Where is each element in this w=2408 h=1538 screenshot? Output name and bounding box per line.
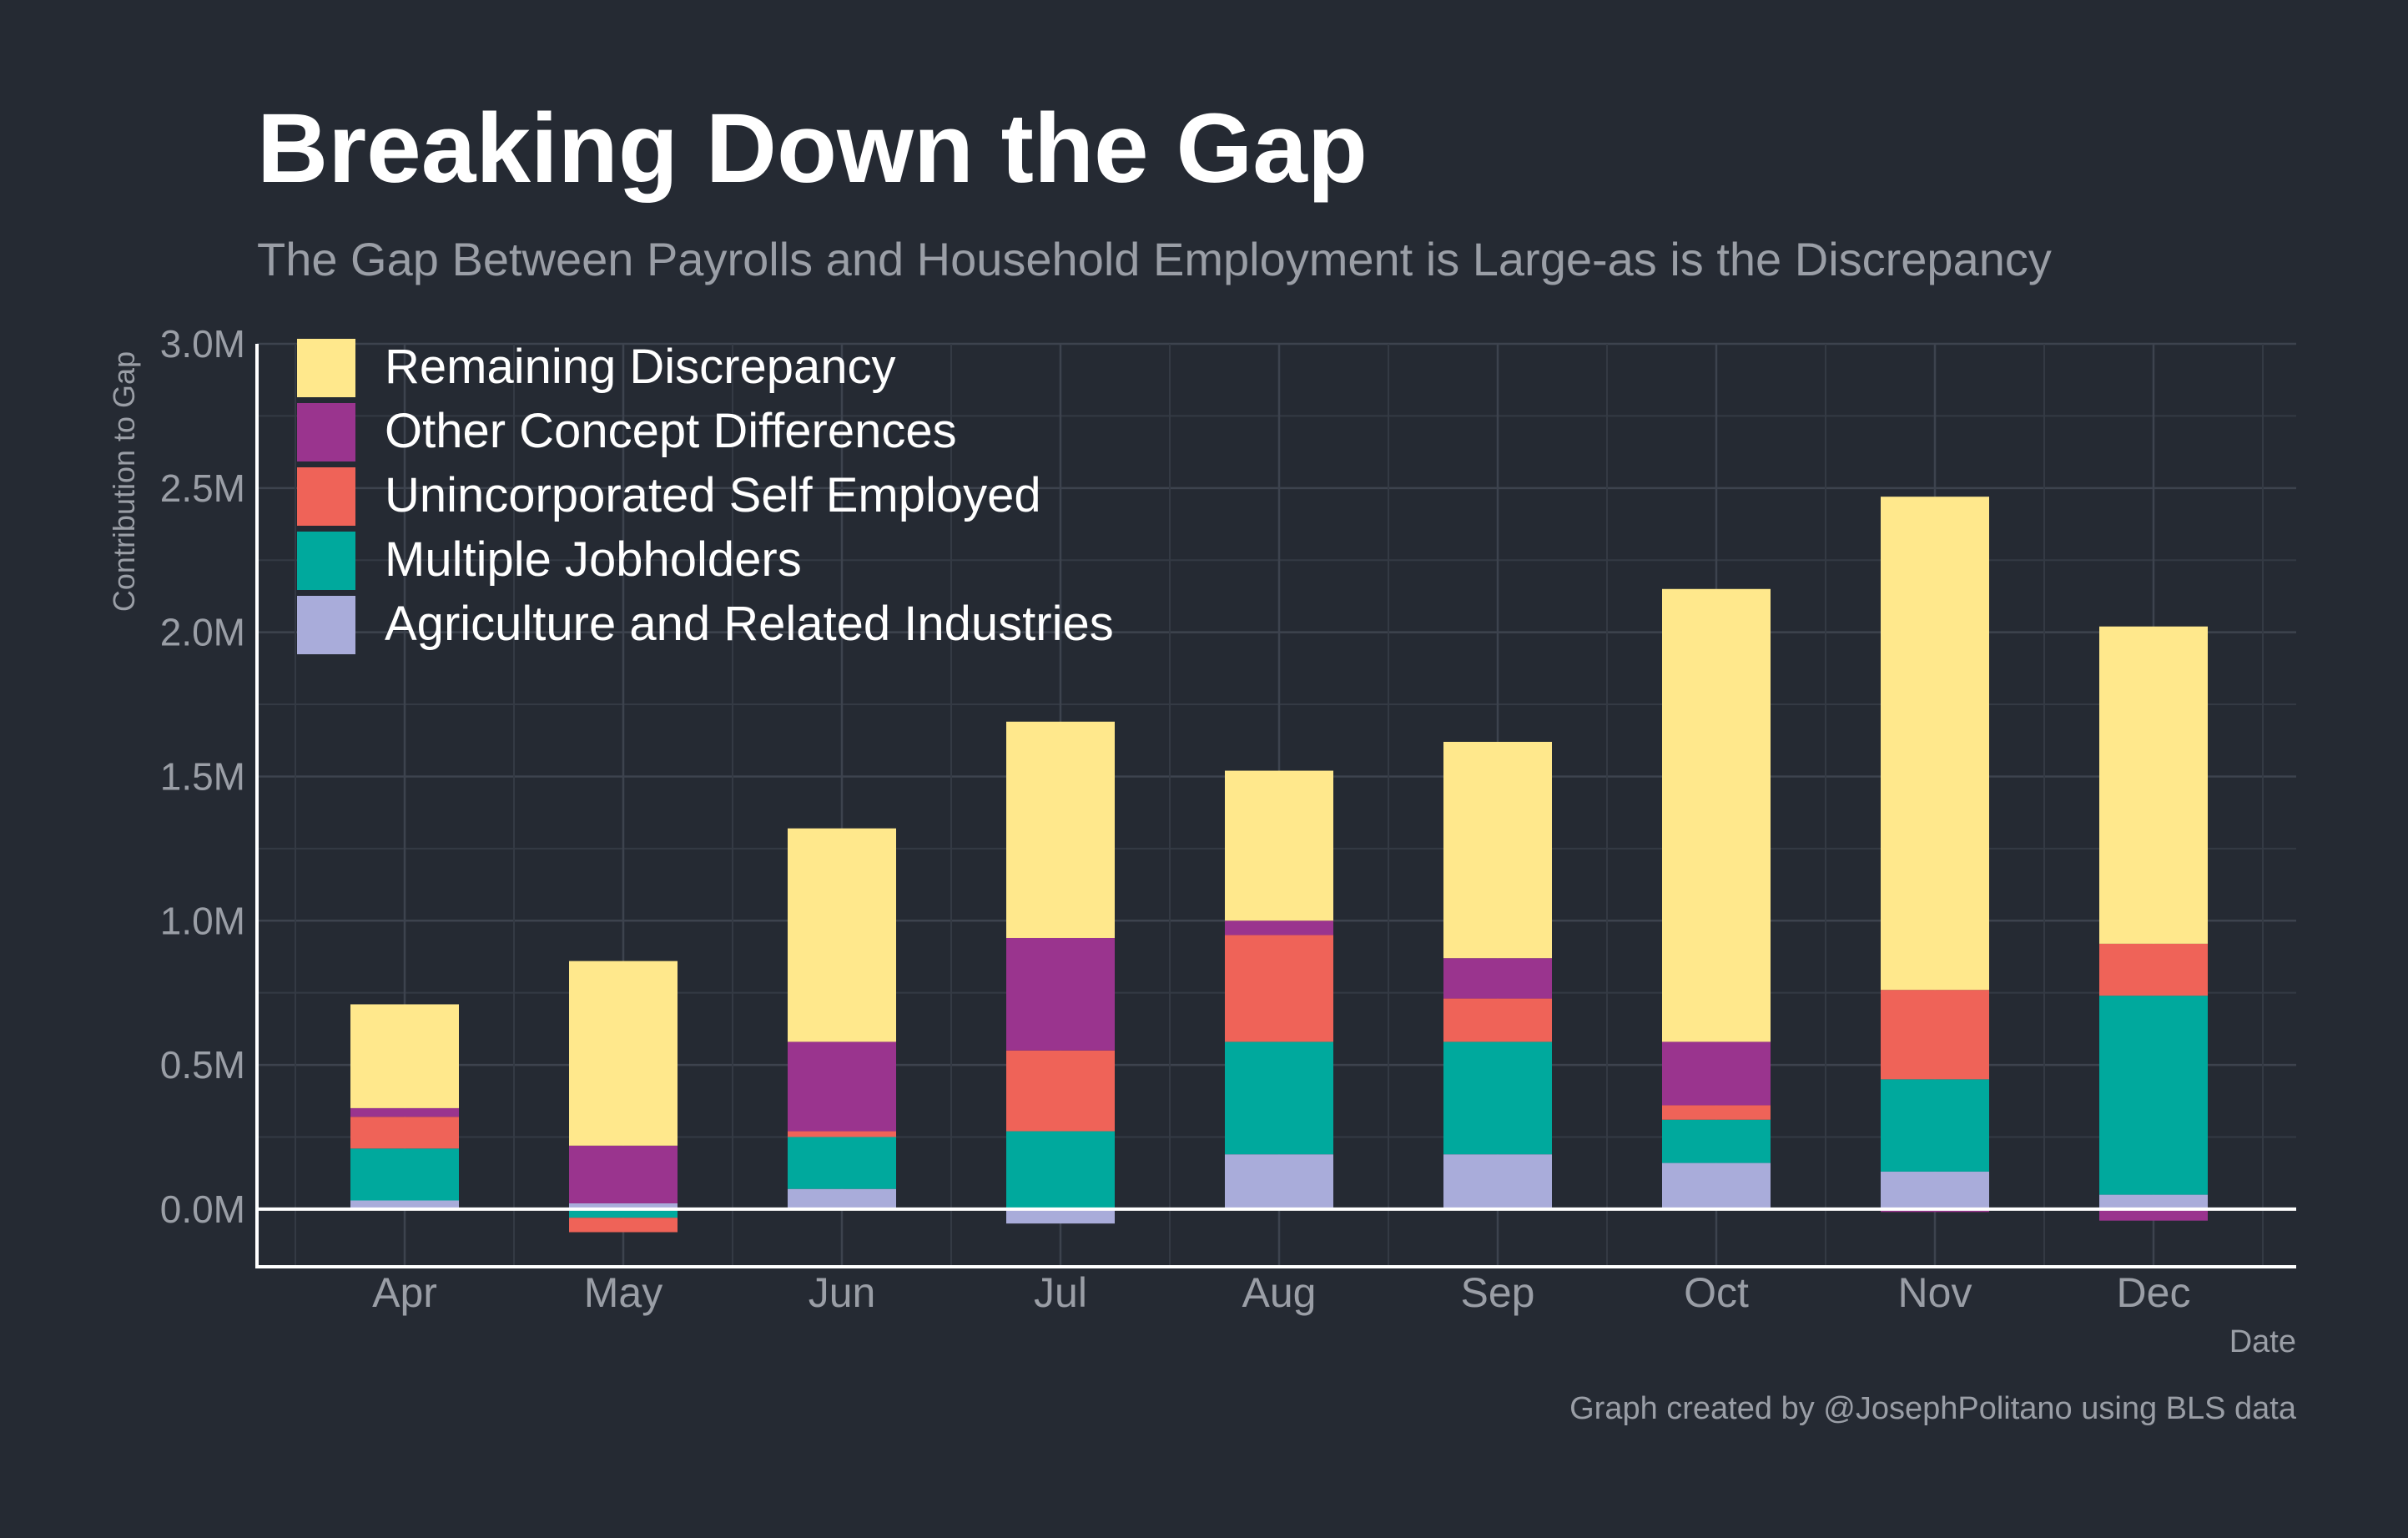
bar-segment-unincorporated-self-employed-dec: [2099, 943, 2208, 996]
chart-subtitle: The Gap Between Payrolls and Household E…: [257, 233, 2052, 285]
bar-segment-multiple-jobholders-apr: [350, 1148, 459, 1201]
bar-segment-multiple-jobholders-may: [569, 1208, 678, 1218]
bar-segment-multiple-jobholders-nov: [1881, 1079, 1989, 1172]
x-tick-label: Jun: [809, 1269, 876, 1316]
x-tick-labels: Apr May Jun Jul Aug Sep Oct Nov Dec: [372, 1269, 2190, 1316]
y-tick-label: 0.5M: [160, 1043, 245, 1087]
x-tick-label: Sep: [1461, 1269, 1535, 1316]
x-tick-label: Jul: [1034, 1269, 1087, 1316]
chart-title: Breaking Down the Gap: [257, 93, 1368, 204]
bar-segment-multiple-jobholders-sep: [1443, 1041, 1552, 1155]
bar-segment-agriculture-and-related-industries-jul: [1006, 1208, 1115, 1224]
bar-segment-agriculture-and-related-industries-apr: [350, 1200, 459, 1209]
x-axis-title: Date: [2229, 1324, 2296, 1359]
bar-segment-remaining-discrepancy-aug: [1225, 770, 1333, 921]
bar-segment-unincorporated-self-employed-aug: [1225, 935, 1333, 1042]
y-tick-label: 0.0M: [160, 1188, 245, 1231]
x-tick-label: May: [584, 1269, 662, 1316]
y-tick-label: 1.0M: [160, 899, 245, 942]
bar-segment-unincorporated-self-employed-jun: [788, 1131, 896, 1137]
bar-segment-remaining-discrepancy-oct: [1662, 588, 1771, 1042]
bar-segment-multiple-jobholders-jun: [788, 1137, 896, 1189]
bars: [350, 497, 2208, 1233]
bar-segment-remaining-discrepancy-jul: [1006, 721, 1115, 938]
y-tick-labels: 0.0M 0.5M 1.0M 1.5M 2.0M 2.5M 3.0M: [160, 322, 245, 1231]
bar-segment-agriculture-and-related-industries-jun: [788, 1188, 896, 1209]
bar-segment-remaining-discrepancy-dec: [2099, 626, 2208, 944]
bar-segment-unincorporated-self-employed-oct: [1662, 1105, 1771, 1120]
bar-segment-remaining-discrepancy-may: [569, 961, 678, 1146]
bar-segment-remaining-discrepancy-apr: [350, 1004, 459, 1108]
bar-segment-other-concept-differences-jun: [788, 1041, 896, 1132]
bar-segment-remaining-discrepancy-jun: [788, 828, 896, 1042]
bar-segment-agriculture-and-related-industries-nov: [1881, 1171, 1989, 1209]
legend-label-agriculture-and-related-industries: Agriculture and Related Industries: [385, 597, 1114, 651]
y-tick-label: 1.5M: [160, 754, 245, 798]
bar-segment-unincorporated-self-employed-sep: [1443, 998, 1552, 1042]
legend-label-remaining-discrepancy: Remaining Discrepancy: [385, 340, 895, 394]
bar-segment-other-concept-differences-sep: [1443, 958, 1552, 999]
bar-segment-multiple-jobholders-oct: [1662, 1119, 1771, 1163]
bar-segment-other-concept-differences-apr: [350, 1107, 459, 1117]
bar-segment-multiple-jobholders-jul: [1006, 1131, 1115, 1209]
y-axis-title: Contribution to Gap: [107, 351, 141, 612]
legend-label-multiple-jobholders: Multiple Jobholders: [385, 532, 802, 587]
bar-segment-unincorporated-self-employed-may: [569, 1218, 678, 1233]
bar-segment-agriculture-and-related-industries-dec: [2099, 1194, 2208, 1209]
legend-swatch-remaining-discrepancy: [297, 339, 355, 397]
bar-segment-other-concept-differences-aug: [1225, 920, 1333, 935]
legend-swatch-multiple-jobholders: [297, 532, 355, 590]
bar-segment-unincorporated-self-employed-jul: [1006, 1050, 1115, 1132]
x-tick-label: Dec: [2117, 1269, 2191, 1316]
y-tick-label: 3.0M: [160, 322, 245, 366]
legend-swatch-agriculture-and-related-industries: [297, 596, 355, 654]
x-tick-label: Apr: [372, 1269, 437, 1316]
bar-segment-multiple-jobholders-dec: [2099, 996, 2208, 1195]
y-tick-label: 2.0M: [160, 611, 245, 654]
bar-segment-agriculture-and-related-industries-aug: [1225, 1154, 1333, 1209]
bar-segment-remaining-discrepancy-sep: [1443, 741, 1552, 959]
bar-segment-agriculture-and-related-industries-sep: [1443, 1154, 1552, 1209]
y-tick-label: 2.5M: [160, 466, 245, 510]
bar-segment-other-concept-differences-oct: [1662, 1041, 1771, 1106]
axes: [255, 344, 2296, 1268]
legend-swatch-other-concept-differences: [297, 403, 355, 461]
x-tick-label: Aug: [1242, 1269, 1317, 1316]
bar-segment-multiple-jobholders-aug: [1225, 1041, 1333, 1155]
legend-label-unincorporated-self-employed: Unincorporated Self Employed: [385, 468, 1041, 522]
bar-segment-other-concept-differences-dec: [2099, 1208, 2208, 1221]
bar-segment-remaining-discrepancy-nov: [1881, 497, 1989, 991]
bar-segment-agriculture-and-related-industries-may: [569, 1203, 678, 1209]
bar-segment-other-concept-differences-may: [569, 1145, 678, 1203]
x-tick-label: Nov: [1898, 1269, 1972, 1316]
legend: Remaining Discrepancy Other Concept Diffe…: [297, 339, 1114, 654]
x-tick-label: Oct: [1684, 1269, 1749, 1316]
bar-segment-other-concept-differences-jul: [1006, 937, 1115, 1051]
bar-segment-agriculture-and-related-industries-oct: [1662, 1162, 1771, 1209]
legend-swatch-unincorporated-self-employed: [297, 467, 355, 526]
bar-segment-unincorporated-self-employed-apr: [350, 1117, 459, 1149]
bar-segment-unincorporated-self-employed-nov: [1881, 990, 1989, 1080]
legend-label-other-concept-differences: Other Concept Differences: [385, 404, 957, 458]
chart-caption: Graph created by @JosephPolitano using B…: [1569, 1391, 2297, 1426]
